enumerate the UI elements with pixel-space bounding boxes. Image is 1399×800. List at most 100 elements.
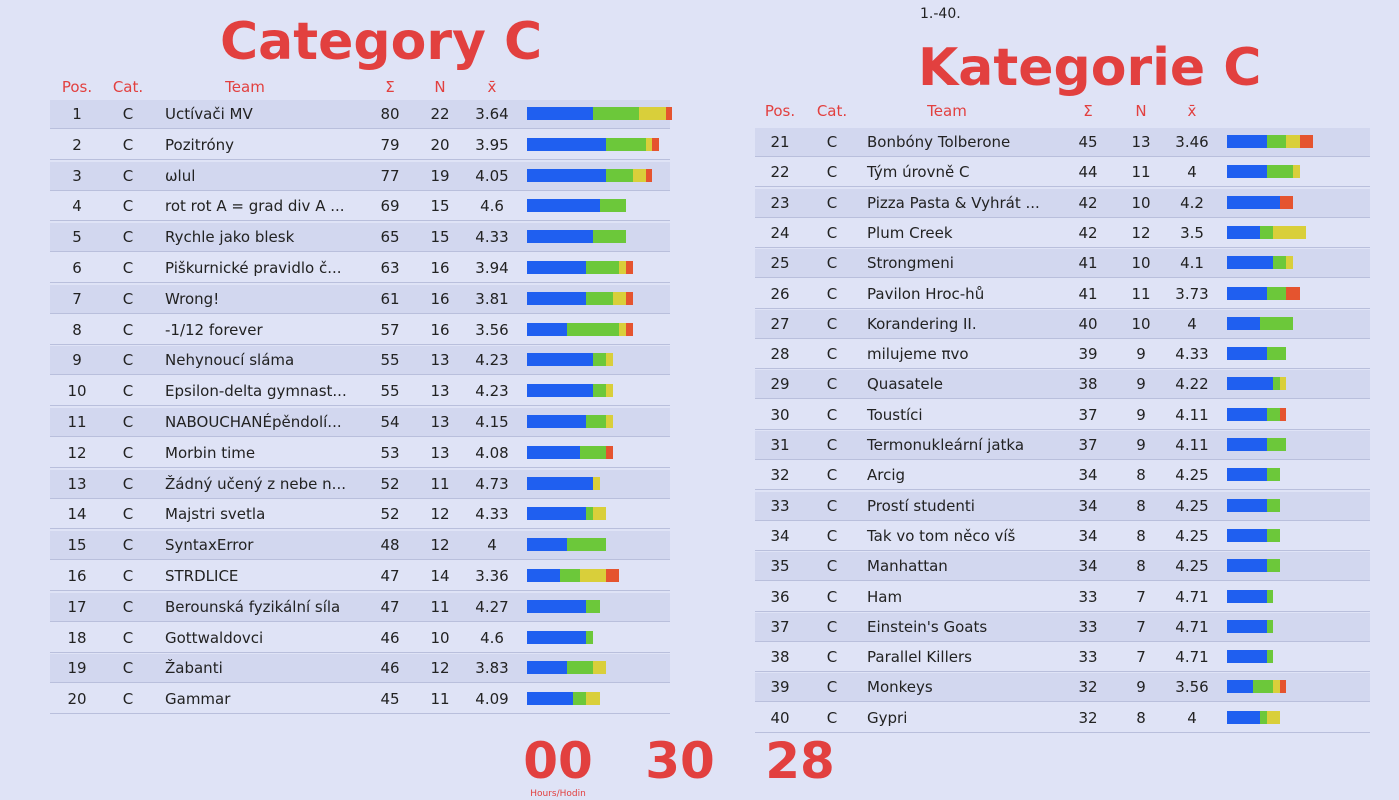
timer-value: 28: [765, 732, 835, 790]
cell-avg: 3.95: [475, 135, 509, 154]
cell-n: 14: [430, 567, 450, 585]
column-header: Σ: [1083, 102, 1093, 120]
cell-pos: 11: [67, 413, 87, 431]
cell-avg: 4.27: [475, 597, 509, 616]
cell-sum: 80: [380, 105, 400, 123]
cell-cat: C: [122, 228, 134, 247]
cell-pos: 14: [67, 505, 87, 524]
cell-pos: 4: [72, 197, 82, 216]
cell-n: 13: [1131, 133, 1151, 151]
cell-team: Majstri svetla: [165, 505, 266, 524]
bar-segment: [1227, 225, 1260, 239]
table-row: 5 C Rychle jako blesk 65 15 4.33: [50, 223, 670, 253]
bar-segment: [586, 692, 600, 706]
cell-cat: C: [826, 254, 838, 273]
cell-team: Nehynoucí sláma: [165, 351, 295, 370]
bar-segment: [1273, 256, 1287, 270]
bar-segment: [527, 599, 587, 613]
cell-sum: 46: [380, 628, 400, 647]
table-row: 37 C Einstein's Goats 33 7 4.71: [755, 612, 1370, 642]
bar-segment: [586, 291, 613, 305]
cell-sum: 52: [380, 474, 400, 493]
cell-cat: C: [826, 436, 838, 454]
cell-team: Korandering II.: [867, 314, 977, 333]
cell-avg: 4.71: [1175, 648, 1209, 667]
cell-team: Morbin time: [165, 443, 256, 462]
cell-team: ωlul: [165, 166, 196, 185]
cell-cat: C: [826, 496, 838, 515]
table-row: 40 C Gypri 32 8 4: [755, 704, 1370, 733]
cell-sum: 61: [380, 289, 400, 308]
cell-cat: C: [122, 597, 134, 616]
bar-segment: [1279, 407, 1287, 421]
cell-pos: 12: [67, 443, 87, 462]
cell-avg: 4.33: [475, 505, 509, 524]
table-row: 24 C Plum Creek 42 12 3.5: [755, 219, 1370, 248]
bar-segment: [626, 291, 633, 305]
cell-avg: 4: [1187, 314, 1197, 333]
cell-sum: 54: [380, 413, 400, 431]
column-header: Pos.: [764, 102, 796, 120]
bar-segment: [527, 661, 567, 675]
cell-n: 12: [430, 505, 450, 524]
cell-avg: 3.64: [475, 105, 509, 123]
cell-team: Toustíci: [867, 405, 923, 424]
table-row: 15 C SyntaxError 48 12 4: [50, 531, 670, 561]
bar-segment: [579, 445, 607, 459]
bar-segment: [1266, 650, 1274, 664]
cell-cat: C: [826, 163, 838, 182]
cell-cat: C: [122, 443, 134, 462]
cell-sum: 34: [1078, 496, 1098, 515]
cell-avg: 4.22: [1175, 375, 1209, 394]
bar-segment: [527, 322, 567, 336]
cell-team: Tak vo tom něco víš: [867, 526, 1016, 545]
bar-segment: [645, 168, 653, 182]
cell-avg: 4.71: [1175, 587, 1209, 606]
bar-segment: [593, 230, 626, 244]
cell-n: 13: [430, 382, 450, 401]
table-row: 31 C Termonukleární jatka 37 9 4.11: [755, 431, 1370, 460]
cell-pos: 29: [770, 375, 790, 394]
cell-pos: 2: [72, 135, 82, 154]
bar-segment: [1227, 377, 1274, 391]
bar-segment: [606, 569, 620, 582]
cell-team: Arcig: [867, 466, 906, 485]
cell-team: Einstein's Goats: [867, 617, 988, 636]
cell-sum: 55: [380, 351, 400, 370]
cell-cat: C: [826, 345, 838, 364]
bar-segment: [612, 291, 626, 305]
cell-n: 16: [430, 289, 450, 308]
bar-segment: [1279, 680, 1287, 694]
bar-segment: [593, 476, 600, 490]
table-row: 27 C Korandering II. 40 10 4: [755, 309, 1370, 339]
table-row: 18 C Gottwaldovci 46 10 4.6: [50, 624, 670, 653]
bar-segment: [1227, 589, 1267, 603]
bar-segment: [652, 137, 659, 151]
bar-segment: [527, 569, 560, 582]
cell-team: NABOUCHANÉpěndolí...: [165, 413, 342, 431]
cell-team: Gottwaldovci: [165, 628, 264, 647]
cell-cat: C: [826, 587, 838, 606]
bar-segment: [579, 569, 607, 582]
table-row: 26 C Pavilon Hroc-hů 41 11 3.73: [755, 280, 1370, 309]
bar-segment: [586, 261, 620, 274]
table-row: 2 C Pozitróny 79 20 3.95: [50, 131, 670, 160]
cell-n: 16: [430, 320, 450, 339]
cell-avg: 4.1: [1180, 254, 1204, 273]
bar-segment: [1279, 195, 1293, 209]
cell-pos: 28: [770, 345, 790, 364]
cell-n: 12: [430, 536, 450, 555]
column-header: x̄: [1187, 102, 1197, 120]
cell-n: 16: [430, 259, 450, 277]
bar-segment: [560, 569, 580, 582]
cell-cat: C: [826, 223, 838, 242]
cell-sum: 33: [1078, 617, 1098, 636]
column-header: Team: [927, 102, 967, 120]
bar-segment: [527, 692, 574, 706]
cell-pos: 23: [770, 193, 790, 212]
cell-n: 8: [1136, 526, 1146, 545]
bar-segment: [1227, 195, 1280, 209]
cell-pos: 15: [67, 536, 87, 555]
bar-segment: [1260, 225, 1274, 239]
table-row: 21 C Bonbóny Tolberone 45 13 3.46: [755, 128, 1370, 157]
